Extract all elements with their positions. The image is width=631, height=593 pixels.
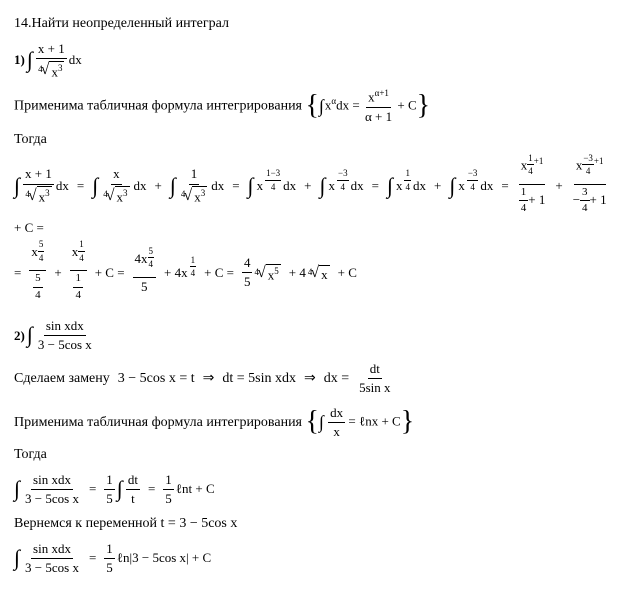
return-var-text: Вернемся к переменной t = 3 − 5cos x bbox=[14, 514, 617, 534]
integral-icon: ∫ bbox=[27, 320, 33, 351]
chain-1: ∫ x + 14√x3 dx = ∫ x4√x3 dx + ∫ 14√x3 dx… bbox=[14, 155, 617, 236]
chain-3: ∫ sin xdx3 − 5cos x = 15 ∫ dtt = 15 ℓnt … bbox=[14, 471, 617, 508]
integral-icon: ∫ bbox=[27, 45, 33, 76]
fraction: x + 1 4 √ x3 bbox=[36, 40, 67, 82]
problem-2: 2) ∫ sin xdx 3 − 5cos x bbox=[14, 317, 617, 354]
denominator: 4 √ x3 bbox=[36, 59, 66, 81]
then-1: Тогда bbox=[14, 130, 617, 150]
chain-2: = x54 54 + x14 14 + C = 4x54 5 + 4x14 + … bbox=[14, 243, 617, 303]
applied-formula-text-2: Применима табличная формула интегрирован… bbox=[14, 404, 617, 441]
problem-1: 1) ∫ x + 1 4 √ x3 dx bbox=[14, 40, 617, 82]
problem-heading: 14.Найти неопределенный интеграл bbox=[14, 14, 617, 34]
final-line: ∫ sin xdx3 − 5cos x = 15 ℓn|3 − 5cos x| … bbox=[14, 540, 617, 577]
applied-formula-text-1: Применима табличная формула интегрирован… bbox=[14, 87, 617, 126]
substitution-line: Сделаем замену 3 − 5cos x = t ⇒ dt = 5si… bbox=[14, 360, 617, 397]
numerator: x + 1 bbox=[36, 40, 67, 59]
then-2: Тогда bbox=[14, 445, 617, 465]
label-1: 1) bbox=[14, 51, 25, 69]
formula-brace: { ∫xαdx = xα+1 α + 1 + C } bbox=[306, 87, 431, 126]
dx: dx bbox=[69, 51, 82, 69]
label-2: 2) bbox=[14, 327, 25, 345]
